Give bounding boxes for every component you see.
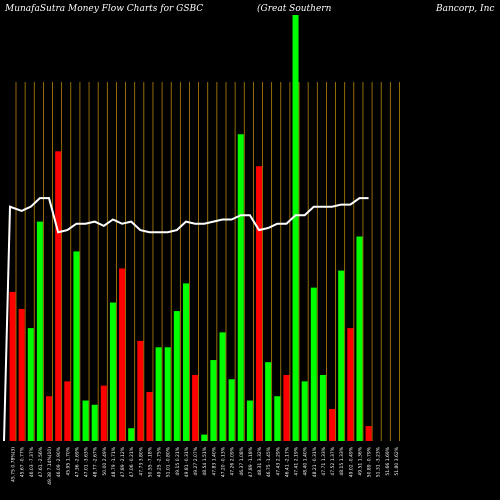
x-tick-label: 48.54 1.51% <box>202 446 208 475</box>
x-tick-label: 47.71 1.33% <box>321 446 327 475</box>
bar-green <box>274 396 281 441</box>
bar-green <box>36 221 43 441</box>
bar-green <box>310 287 317 441</box>
x-tick-label: 49.51 1.36% <box>357 446 363 475</box>
x-tick-label: 49.02 -0.49% <box>348 446 354 477</box>
bar-red <box>100 385 107 441</box>
bar-green <box>164 347 171 441</box>
x-tick-label: 46.09 -2.90% <box>56 446 62 477</box>
bar-red <box>46 396 53 441</box>
price-line <box>3 197 369 442</box>
bar-green <box>265 362 272 441</box>
x-tick-label: 47.61 -2.56% <box>38 446 44 477</box>
price-line-group <box>3 197 369 442</box>
bar-red <box>146 392 153 441</box>
x-tick-label: 45.67 -0.77% <box>20 446 26 477</box>
x-tick-label: 49.38 7.14%(10) <box>47 447 53 485</box>
bar-red <box>256 166 263 442</box>
x-tick-label: 48.77 -2.67% <box>93 446 99 477</box>
x-tick-label: 50.89 -0.79% <box>367 446 373 477</box>
chart-title-middle: (Great Southern <box>257 3 332 14</box>
x-tick-label: 47.83 1.40% <box>211 446 217 475</box>
x-tick-label: 50.00 2.49% <box>102 446 108 475</box>
bar-green <box>155 347 162 441</box>
bar-red <box>329 409 336 441</box>
bar-red <box>18 308 25 441</box>
x-tick-label: 46.03 -7.37% <box>29 446 35 477</box>
x-tick-label: 48.40 1.40% <box>303 446 309 475</box>
bar-green <box>210 360 217 441</box>
chart-title-left: MunafaSutra Money Flow Charts for GSBC <box>4 4 203 14</box>
x-axis-labels: 45.75 0.78%(3) 45.67 -0.77% 46.03 -7.37% 47… <box>11 446 400 485</box>
x-tick-label: 45.95 1.70% <box>65 446 71 475</box>
bar-green <box>182 283 189 441</box>
x-tick-label: 47.06 -0.21% <box>129 446 135 477</box>
bar-green <box>91 404 98 441</box>
bar-green <box>201 434 208 441</box>
bar-green <box>237 134 244 441</box>
bars-group <box>9 15 372 442</box>
bar-red <box>347 328 354 441</box>
x-tick-label: 47.36 -2.69% <box>74 446 80 477</box>
grid-lines <box>15 82 400 441</box>
x-tick-label: 47.01 -3.63% <box>84 446 90 477</box>
x-tick-label: 48.15 1.33% <box>339 446 345 475</box>
bar-green <box>128 428 135 441</box>
bar-green <box>301 381 308 441</box>
bar-red <box>64 381 71 441</box>
bar-green <box>82 400 89 441</box>
bar-red <box>119 268 126 441</box>
x-tick-label: 46.75 -1.45% <box>266 446 272 477</box>
x-tick-label: 49.25 -2.75% <box>157 446 163 477</box>
x-tick-label: 46.37 1.08% <box>239 446 245 475</box>
bar-green <box>27 328 34 441</box>
bar-green <box>292 15 299 441</box>
bar-red <box>283 374 290 441</box>
x-tick-label: 47.26 2.09% <box>230 446 236 475</box>
x-tick-label: 51.31 -3.23% <box>376 446 382 477</box>
bar-red <box>55 151 62 441</box>
chart-title-right: Bancorp, Inc <box>435 4 494 14</box>
x-tick-label: 51.66 1.69% <box>385 446 391 475</box>
bar-green <box>228 379 235 441</box>
bar-green <box>338 270 345 441</box>
x-tick-label: 49.27 2.07% <box>193 446 199 475</box>
bar-green <box>173 311 180 441</box>
x-tick-label: 47.73 3.80% <box>138 446 144 475</box>
x-tick-label: 47.41 2.19% <box>294 446 300 475</box>
x-tick-label: 45.75 0.78%(3) <box>11 447 17 482</box>
bar-green <box>246 400 253 441</box>
bar-red <box>192 374 199 441</box>
bar-red <box>365 426 372 441</box>
x-tick-label: 48.21 -0.31% <box>312 446 318 477</box>
x-tick-label: 47.52 1.37% <box>330 446 336 475</box>
x-tick-label: 48.31 3.32% <box>257 446 263 475</box>
x-tick-label: 47.43 2.29% <box>275 446 281 475</box>
bar-green <box>109 302 116 441</box>
bar-green <box>319 374 326 441</box>
bar-green <box>219 332 226 441</box>
bar-green <box>73 251 80 441</box>
x-tick-label: 51.80 3.62% <box>394 446 400 475</box>
x-tick-label: 48.79 -1.71% <box>111 446 117 477</box>
x-tick-label: 51.01 -0.80% <box>166 446 172 477</box>
x-tick-label: 47.89 -1.18% <box>248 446 254 477</box>
x-tick-label: 47.89 -2.12% <box>120 446 126 477</box>
x-tick-label: 46.41 -2.17% <box>284 446 290 477</box>
x-tick-label: 49.15 0.21% <box>175 446 181 475</box>
bar-red <box>9 291 16 441</box>
bar-green <box>356 236 363 441</box>
bar-red <box>137 340 144 441</box>
x-tick-label: 47.20 -0.13% <box>220 446 226 477</box>
x-tick-label: 50.55 -7.18% <box>147 446 153 477</box>
x-tick-label: 49.81 -0.31% <box>184 446 190 477</box>
